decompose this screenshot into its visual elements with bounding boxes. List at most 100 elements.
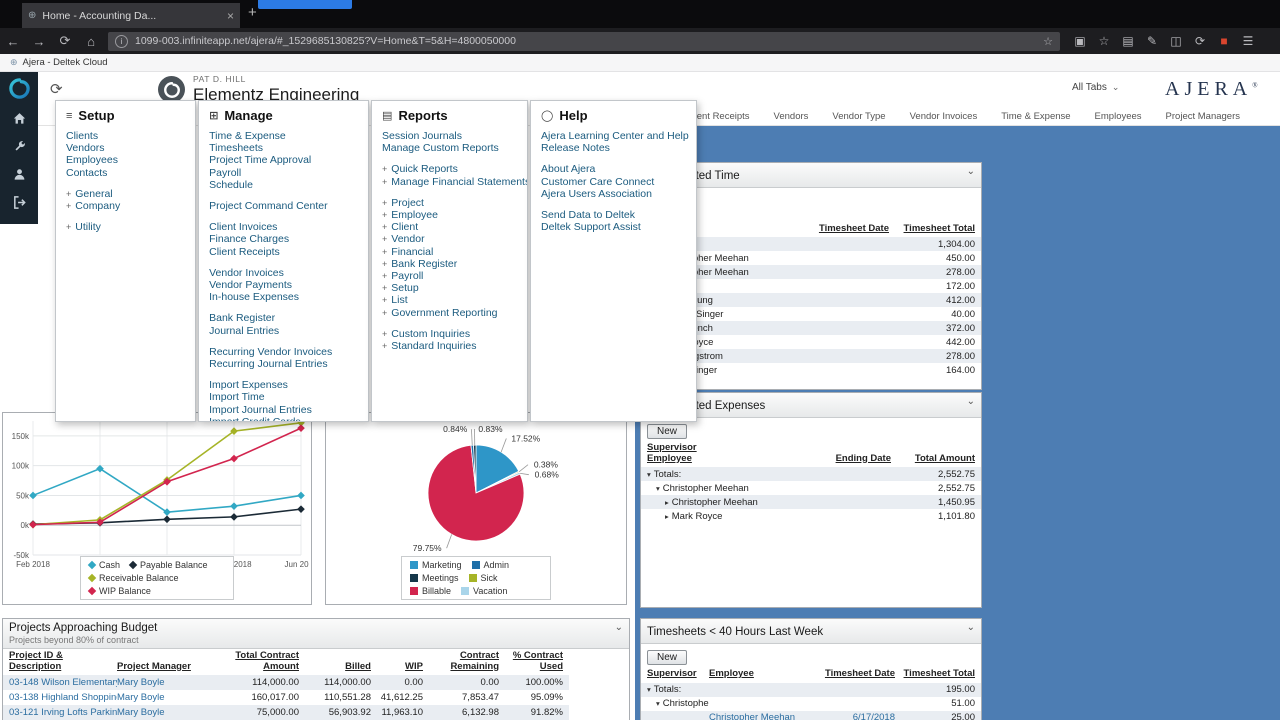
menu-item-client-invoices[interactable]: Client Invoices bbox=[209, 221, 278, 234]
sync-icon[interactable]: ⟳ bbox=[1194, 34, 1206, 48]
cell-link[interactable]: 03-138 Highland Shopping Center bbox=[9, 692, 117, 703]
menu-item-list[interactable]: + List bbox=[382, 294, 408, 307]
customize-tools-icon[interactable] bbox=[0, 132, 38, 160]
column-header-timesheet-date[interactable]: Timesheet Date bbox=[818, 223, 889, 234]
home-dashboard-icon[interactable] bbox=[0, 104, 38, 132]
menu-item-project[interactable]: + Project bbox=[382, 196, 424, 209]
menu-item-employees[interactable]: Employees bbox=[66, 154, 118, 167]
table-row[interactable]: ▸ Christopher Meehan 1,450.95 bbox=[641, 495, 981, 509]
menu-item-about-ajera[interactable]: About Ajera bbox=[541, 163, 596, 176]
tab-close-icon[interactable]: × bbox=[226, 8, 234, 23]
menu-item-ajera-users-association[interactable]: Ajera Users Association bbox=[541, 187, 652, 200]
collapse-chevron-icon[interactable]: ⌄ bbox=[614, 622, 623, 633]
highlighter-icon[interactable]: ✎ bbox=[1146, 34, 1158, 48]
menu-item-vendor-invoices[interactable]: Vendor Invoices bbox=[209, 266, 284, 279]
forward-button[interactable]: → bbox=[32, 33, 46, 49]
menu-item-custom-inquiries[interactable]: + Custom Inquiries bbox=[382, 327, 471, 340]
expand-plus-icon[interactable]: + bbox=[382, 246, 388, 257]
column-header-project-id-description[interactable]: Project ID & Description bbox=[9, 651, 63, 672]
logout-icon[interactable] bbox=[0, 188, 38, 216]
menu-item-import-journal-entries[interactable]: Import Journal Entries bbox=[209, 403, 312, 416]
menu-item-vendors[interactable]: Vendors bbox=[66, 142, 105, 155]
tree-toggle-icon[interactable]: ▸ bbox=[665, 497, 669, 507]
menu-item-employee[interactable]: + Employee bbox=[382, 209, 438, 222]
menu-item-time-expense[interactable]: Time & Expense bbox=[209, 130, 286, 142]
expand-plus-icon[interactable]: + bbox=[382, 210, 388, 221]
overflow-menu-icon[interactable]: ☰ bbox=[1242, 34, 1254, 48]
column-header-supervisor[interactable]: Supervisor bbox=[647, 669, 697, 679]
expand-plus-icon[interactable]: + bbox=[382, 328, 388, 339]
column-header-contract-remaining[interactable]: Contract Remaining bbox=[450, 651, 499, 672]
column-header-contract-used[interactable]: % Contract Used bbox=[512, 651, 563, 672]
menu-item-finance-charges[interactable]: Finance Charges bbox=[209, 233, 290, 246]
menu-item-setup[interactable]: + Setup bbox=[382, 282, 419, 295]
site-info-icon[interactable]: i bbox=[115, 34, 128, 48]
menu-tab-time-expense[interactable]: Time & Expense bbox=[1001, 111, 1071, 122]
ajera-logo-icon[interactable] bbox=[0, 72, 38, 104]
menu-item-payroll[interactable]: + Payroll bbox=[382, 270, 424, 283]
menu-item-customer-care-connect[interactable]: Customer Care Connect bbox=[541, 175, 655, 188]
table-row[interactable]: ▾ Totals: 195.00 bbox=[641, 682, 981, 697]
expand-plus-icon[interactable]: + bbox=[382, 258, 388, 269]
collapse-chevron-icon[interactable]: ⌄ bbox=[966, 166, 975, 177]
column-header-timesheet-total[interactable]: Timesheet Total bbox=[903, 223, 975, 234]
menu-tab-vendor-invoices[interactable]: Vendor Invoices bbox=[909, 111, 978, 122]
expand-plus-icon[interactable]: + bbox=[382, 295, 388, 306]
table-row[interactable]: ▾ Christopher Meehan 2,552.75 bbox=[641, 481, 981, 495]
menu-item-ajera-learning-center-and-help[interactable]: Ajera Learning Center and Help bbox=[541, 130, 689, 142]
expand-plus-icon[interactable]: + bbox=[382, 234, 388, 245]
expand-plus-icon[interactable]: + bbox=[382, 283, 388, 294]
home-button[interactable]: ⌂ bbox=[87, 33, 95, 49]
menu-item-release-notes[interactable]: Release Notes bbox=[541, 142, 610, 155]
menu-tab-employees[interactable]: Employees bbox=[1094, 111, 1142, 122]
menu-tab-client-receipts[interactable]: Client Receipts bbox=[685, 111, 750, 122]
cell-link[interactable]: Mary Boyle bbox=[117, 692, 165, 703]
expand-plus-icon[interactable]: + bbox=[382, 271, 388, 282]
menu-item-import-expenses[interactable]: Import Expenses bbox=[209, 379, 288, 392]
menu-item-government-reporting[interactable]: + Government Reporting bbox=[382, 306, 498, 319]
column-header-employee[interactable]: Employee bbox=[709, 669, 754, 679]
reload-button[interactable]: ⟳ bbox=[59, 33, 71, 48]
menu-item-utility[interactable]: + Utility bbox=[66, 221, 101, 234]
collapse-chevron-icon[interactable]: ⌄ bbox=[966, 396, 975, 407]
browser-tab[interactable]: ⊕ Home - Accounting Da... × bbox=[22, 3, 240, 28]
bookmark-star-icon[interactable]: ☆ bbox=[1098, 34, 1110, 48]
new-button[interactable]: New bbox=[647, 650, 688, 665]
menu-item-project-time-approval[interactable]: Project Time Approval bbox=[209, 154, 312, 167]
pages-icon[interactable]: ▣ bbox=[1074, 34, 1086, 48]
expand-plus-icon[interactable]: + bbox=[382, 197, 388, 208]
column-header-billed[interactable]: Billed bbox=[345, 661, 371, 672]
expand-plus-icon[interactable]: + bbox=[382, 164, 388, 175]
menu-item-standard-inquiries[interactable]: + Standard Inquiries bbox=[382, 340, 477, 353]
column-header-total-amount[interactable]: Total Amount bbox=[914, 453, 975, 464]
menu-item-in-house-expenses[interactable]: In-house Expenses bbox=[209, 291, 300, 304]
column-header-supervisor-employee[interactable]: Supervisor Employee bbox=[647, 443, 697, 464]
menu-item-session-journals[interactable]: Session Journals bbox=[382, 130, 462, 142]
menu-item-manage-financial-statements[interactable]: + Manage Financial Statements bbox=[382, 175, 529, 188]
expand-plus-icon[interactable]: + bbox=[382, 341, 388, 352]
expand-plus-icon[interactable]: + bbox=[66, 222, 72, 233]
cell-link[interactable]: Christopher Meehan bbox=[709, 712, 796, 720]
cell-link[interactable]: Mary Boyle bbox=[117, 677, 165, 688]
menu-item-deltek-support-assist[interactable]: Deltek Support Assist bbox=[541, 221, 641, 234]
menu-item-vendor-payments[interactable]: Vendor Payments bbox=[209, 279, 293, 292]
cell-link[interactable]: 03-121 Irving Lofts Parking Lot bbox=[9, 707, 117, 718]
expand-plus-icon[interactable]: + bbox=[382, 176, 388, 187]
expand-plus-icon[interactable]: + bbox=[382, 222, 388, 233]
tree-toggle-icon[interactable]: ▸ bbox=[665, 511, 669, 521]
table-row[interactable]: 03-138 Highland Shopping CenterMary Boyl… bbox=[3, 690, 569, 705]
table-row[interactable]: 03-148 Wilson Elementary SchoolMary Boyl… bbox=[3, 675, 569, 690]
menu-item-schedule[interactable]: Schedule bbox=[209, 178, 253, 191]
column-header-ending-date[interactable]: Ending Date bbox=[835, 453, 891, 464]
column-header-wip[interactable]: WIP bbox=[405, 661, 423, 672]
tree-toggle-icon[interactable]: ▾ bbox=[647, 469, 651, 479]
menu-item-client-receipts[interactable]: Client Receipts bbox=[209, 245, 280, 258]
user-profile-icon[interactable] bbox=[0, 160, 38, 188]
library-icon[interactable]: ▤ bbox=[1122, 34, 1134, 48]
table-row[interactable]: ▾ Totals: 2,552.75 bbox=[641, 467, 981, 481]
menu-item-bank-register[interactable]: + Bank Register bbox=[382, 257, 458, 270]
expand-plus-icon[interactable]: + bbox=[66, 188, 72, 199]
menu-tab-vendor-type[interactable]: Vendor Type bbox=[832, 111, 886, 122]
menu-item-contacts[interactable]: Contacts bbox=[66, 166, 108, 179]
menu-item-bank-register[interactable]: Bank Register bbox=[209, 312, 276, 325]
